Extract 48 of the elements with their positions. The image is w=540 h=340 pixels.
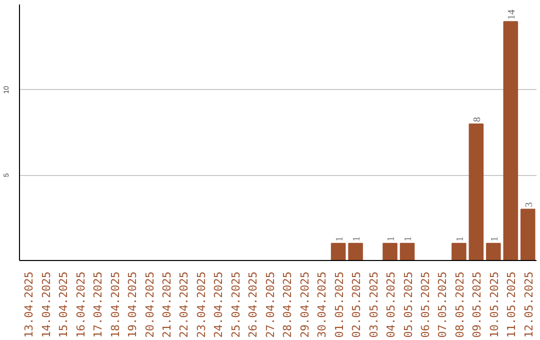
bar [520,208,536,260]
data-label: 1 [489,236,500,242]
x-tick-label: 30.04.2025 [316,271,329,338]
x-tick-label: 05.05.2025 [402,271,415,338]
data-label: 1 [352,236,363,242]
x-tick-label: 08.05.2025 [453,271,466,338]
bar [382,242,398,260]
x-tick-label: 03.05.2025 [367,271,380,338]
bar [468,123,484,260]
data-label: 1 [386,236,398,242]
x-tick-label: 26.04.2025 [246,271,260,338]
x-tick-label: 13.04.2025 [22,271,36,338]
bar [486,242,501,260]
x-tick-label: 07.05.2025 [436,271,450,338]
x-tick-label: 04.05.2025 [384,271,398,338]
x-tick-label: 12.05.2025 [522,271,536,338]
bar [400,242,415,260]
x-tick-label: 17.04.2025 [92,271,105,338]
x-tick-label: 27.04.2025 [264,271,277,338]
x-tick-label: 16.04.2025 [74,271,88,338]
x-tick-label: 22.04.2025 [178,271,191,338]
x-tick-label: 20.04.2025 [143,271,156,338]
bar [452,242,466,260]
data-label: 8 [472,116,484,122]
data-label: 1 [454,236,466,242]
bar [503,21,518,260]
x-tick-label: 24.04.2025 [212,271,226,338]
data-label: 3 [524,202,535,208]
x-tick-label: 02.05.2025 [350,271,364,338]
x-tick-label: 15.04.2025 [57,271,70,338]
x-tick-label: 18.04.2025 [108,271,122,338]
x-tick-label: 19.04.2025 [126,271,140,338]
bar [330,242,346,260]
x-tick-label: 06.05.2025 [418,271,432,338]
x-tick-label: 01.05.2025 [332,271,346,338]
x-tick-label: 14.04.2025 [40,271,53,338]
x-tick-label: 28.04.2025 [281,271,294,338]
x-tick-label: 11.05.2025 [505,271,518,338]
x-tick-label: 09.05.2025 [470,271,484,338]
x-tick-label: 23.04.2025 [194,271,208,338]
x-tick-label: 21.04.2025 [160,271,174,338]
x-tick-label: 10.05.2025 [488,271,501,338]
data-label: 1 [403,236,414,242]
x-tick-label: 25.04.2025 [229,271,242,338]
data-label: 1 [334,236,346,242]
bar [348,242,363,260]
x-tick-label: 29.04.2025 [298,271,312,338]
data-label: 14 [506,10,518,20]
